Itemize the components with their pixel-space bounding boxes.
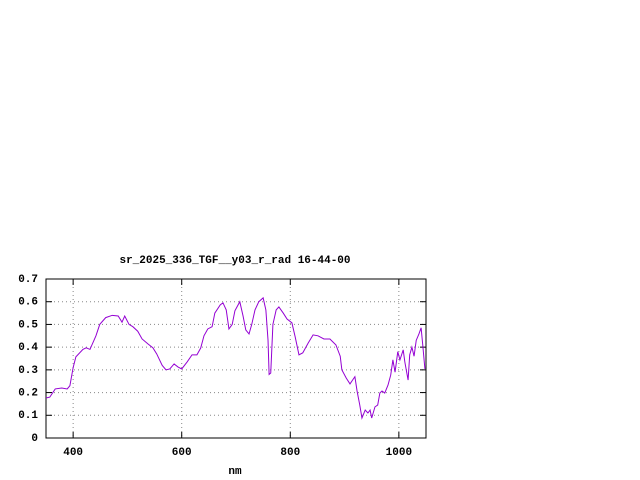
x-tick-label: 400 [63,447,83,459]
y-tick-label: 0.2 [18,387,38,399]
y-tick-label: 0 [31,433,38,445]
data-line [45,296,426,420]
chart-title: sr_2025_336_TGF__y03_r_rad 16-44-00 [119,255,350,267]
y-tick-label: 0.5 [18,319,38,331]
x-tick-label: 600 [172,447,192,459]
y-tick-label: 0.6 [18,297,38,309]
y-tick-label: 0.3 [18,365,38,377]
plot-frame [45,278,427,439]
y-tick-label: 0.7 [18,274,38,286]
y-tick-label: 0.4 [18,342,38,354]
x-tick-label: 1000 [386,447,412,459]
x-tick-label: 800 [280,447,300,459]
x-axis-label: nm [228,466,242,478]
y-tick-label: 0.1 [18,410,38,422]
